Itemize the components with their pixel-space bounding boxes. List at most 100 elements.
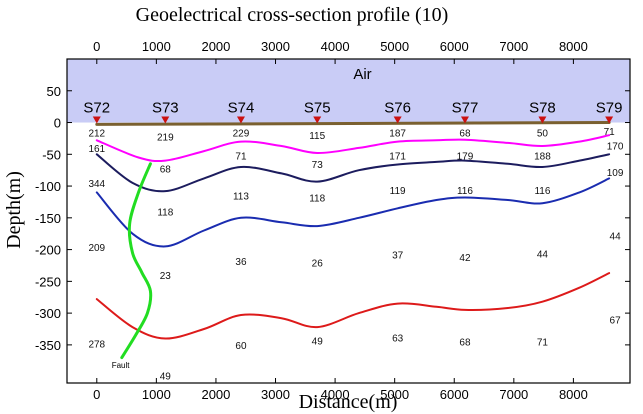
x-tick-label-bottom: 1000 bbox=[142, 387, 171, 402]
resistivity-value: 229 bbox=[233, 129, 250, 140]
station-marker bbox=[161, 116, 170, 124]
resistivity-value: 50 bbox=[537, 129, 549, 140]
station-label: S72 bbox=[83, 100, 110, 117]
station-label: S76 bbox=[384, 100, 411, 117]
x-tick-label-top: 0 bbox=[93, 39, 100, 54]
series-line bbox=[95, 177, 611, 248]
resistivity-value: 170 bbox=[607, 141, 624, 152]
resistivity-value: 171 bbox=[389, 152, 406, 163]
resistivity-value: 36 bbox=[235, 257, 247, 268]
resistivity-value: 44 bbox=[537, 249, 549, 260]
y-tick-label: -100 bbox=[35, 179, 61, 194]
x-tick-label-top: 5000 bbox=[380, 39, 409, 54]
resistivity-value: 71 bbox=[235, 152, 247, 163]
resistivity-value: 37 bbox=[392, 251, 404, 262]
resistivity-value: 44 bbox=[610, 232, 622, 243]
x-tick-label-top: 3000 bbox=[261, 39, 290, 54]
resistivity-value: 26 bbox=[312, 258, 324, 269]
resistivity-value: 113 bbox=[233, 192, 249, 203]
x-tick-label-bottom: 2000 bbox=[201, 387, 230, 402]
x-tick-label-bottom: 7000 bbox=[499, 387, 528, 402]
resistivity-value: 219 bbox=[157, 133, 174, 144]
axes-group: 0 0 1000 1000 2000 2000 3000 3000 4000 4000 5000 50… bbox=[35, 39, 630, 402]
resistivity-value: 119 bbox=[390, 186, 406, 197]
station-marker bbox=[393, 116, 402, 124]
x-tick-label-bottom: 8000 bbox=[559, 387, 588, 402]
series-line bbox=[95, 134, 611, 163]
x-tick-label-bottom: 4000 bbox=[321, 387, 350, 402]
station-label: S77 bbox=[452, 100, 479, 117]
resistivity-value: 118 bbox=[157, 207, 173, 218]
resistivity-value: 179 bbox=[457, 152, 474, 163]
resistivity-value: 71 bbox=[604, 127, 616, 138]
x-tick-label-bottom: 3000 bbox=[261, 387, 290, 402]
station-label: S75 bbox=[304, 100, 331, 117]
chart-title: Geoelectrical cross-section profile (10) bbox=[136, 4, 449, 26]
y-tick-label: -50 bbox=[42, 147, 61, 162]
series-line bbox=[95, 153, 611, 193]
resistivity-value: 23 bbox=[160, 271, 172, 282]
x-tick-label-top: 7000 bbox=[499, 39, 528, 54]
x-tick-label-top: 1000 bbox=[142, 39, 171, 54]
resistivity-value: 109 bbox=[607, 168, 624, 179]
resistivity-value: 278 bbox=[88, 340, 105, 351]
resistivity-value: 187 bbox=[389, 129, 406, 140]
station-label: S79 bbox=[596, 100, 623, 117]
x-tick-label-bottom: 5000 bbox=[380, 387, 409, 402]
y-tick-label: 50 bbox=[47, 84, 61, 99]
x-tick-label-top: 2000 bbox=[201, 39, 230, 54]
x-axis-label: Distance(m) bbox=[299, 391, 398, 413]
x-tick-label-top: 6000 bbox=[440, 39, 469, 54]
resistivity-value: 209 bbox=[88, 243, 105, 254]
air-label: Air bbox=[353, 66, 371, 83]
series-line bbox=[120, 162, 153, 360]
y-tick-label: -300 bbox=[35, 306, 61, 321]
resistivity-labels: 212 219 229 115 187 68 50 71 161 68 71 73 171 179 188 1… bbox=[88, 127, 623, 383]
resistivity-value: 161 bbox=[88, 144, 105, 155]
air-layer bbox=[67, 59, 630, 123]
resistivity-value: 212 bbox=[88, 129, 105, 140]
resistivity-value: 188 bbox=[534, 152, 551, 163]
resistivity-value: 115 bbox=[309, 131, 325, 142]
fault-annotation: Fault bbox=[112, 361, 131, 370]
resistivity-value: 73 bbox=[312, 160, 324, 171]
resistivity-value: 42 bbox=[459, 253, 471, 264]
annotations: Fault bbox=[112, 361, 131, 370]
resistivity-value: 49 bbox=[312, 336, 324, 347]
resistivity-value: 116 bbox=[534, 186, 550, 197]
station-label: S78 bbox=[529, 100, 556, 117]
y-tick-label: -150 bbox=[35, 211, 61, 226]
x-tick-label-top: 4000 bbox=[321, 39, 350, 54]
plot-frame bbox=[66, 58, 631, 384]
station-label: S73 bbox=[152, 100, 179, 117]
resistivity-value: 68 bbox=[459, 338, 471, 349]
resistivity-value: 71 bbox=[537, 338, 549, 349]
resistivity-value: 344 bbox=[88, 179, 105, 190]
resistivity-value: 116 bbox=[457, 186, 473, 197]
station-marker bbox=[605, 116, 614, 124]
resistivity-value: 68 bbox=[160, 164, 172, 175]
station-marker bbox=[313, 116, 322, 124]
x-tick-label-bottom: 0 bbox=[93, 387, 100, 402]
series-group bbox=[95, 121, 611, 360]
y-tick-label: -200 bbox=[35, 243, 61, 258]
station-marker bbox=[236, 116, 245, 124]
station-marker bbox=[538, 116, 547, 124]
y-tick-label: 0 bbox=[54, 116, 61, 131]
resistivity-value: 68 bbox=[459, 129, 471, 140]
station-label: S74 bbox=[228, 100, 255, 117]
resistivity-value: 49 bbox=[160, 371, 172, 382]
series-line bbox=[95, 272, 611, 340]
series-line bbox=[95, 121, 611, 126]
y-tick-label: -350 bbox=[35, 338, 61, 353]
resistivity-value: 67 bbox=[610, 315, 622, 326]
y-tick-label: -250 bbox=[35, 274, 61, 289]
y-axis-label: Depth(m) bbox=[3, 171, 25, 249]
station-marker bbox=[92, 116, 101, 124]
x-tick-label-bottom: 6000 bbox=[440, 387, 469, 402]
resistivity-value: 60 bbox=[235, 341, 247, 352]
x-tick-label-top: 8000 bbox=[559, 39, 588, 54]
station-marker bbox=[460, 116, 469, 124]
station-group: S72 S73 S74 S75 S76 S77 S78 S79 bbox=[83, 100, 622, 124]
